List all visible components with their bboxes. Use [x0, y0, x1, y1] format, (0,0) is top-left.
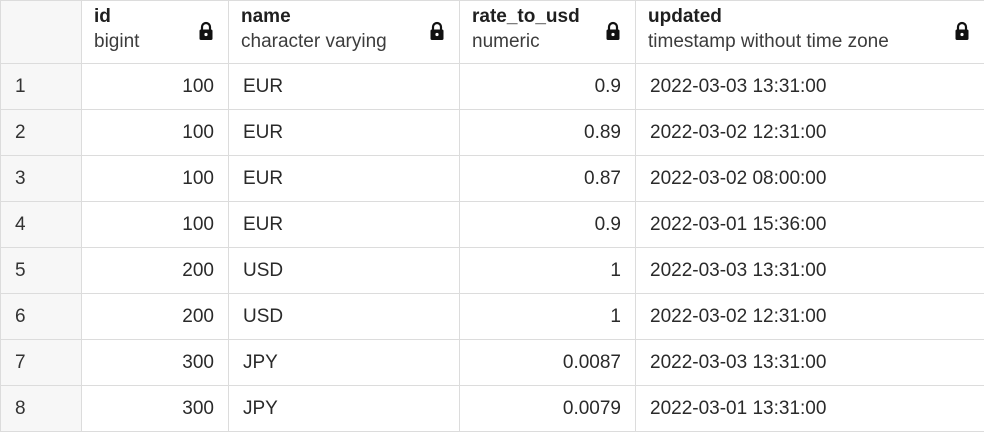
cell-id[interactable]: 100 — [82, 202, 229, 248]
cell-name[interactable]: EUR — [229, 202, 460, 248]
cell-updated[interactable]: 2022-03-03 13:31:00 — [636, 340, 984, 386]
table-row[interactable]: 5 200 USD 1 2022-03-03 13:31:00 — [1, 248, 984, 294]
column-type: numeric — [472, 29, 595, 55]
cell-name[interactable]: JPY — [229, 386, 460, 432]
row-number[interactable]: 4 — [1, 202, 82, 248]
column-name: rate_to_usd — [472, 5, 595, 29]
cell-updated[interactable]: 2022-03-02 08:00:00 — [636, 156, 984, 202]
cell-rate-to-usd[interactable]: 0.9 — [460, 202, 636, 248]
cell-updated[interactable]: 2022-03-01 15:36:00 — [636, 202, 984, 248]
lock-icon — [605, 21, 621, 41]
column-name: updated — [648, 5, 944, 29]
row-number[interactable]: 5 — [1, 248, 82, 294]
cell-id[interactable]: 200 — [82, 294, 229, 340]
cell-name[interactable]: EUR — [229, 64, 460, 110]
row-number[interactable]: 1 — [1, 64, 82, 110]
column-header-rate-to-usd[interactable]: rate_to_usd numeric — [460, 1, 636, 64]
cell-id[interactable]: 100 — [82, 64, 229, 110]
column-type: timestamp without time zone — [648, 29, 944, 55]
row-number[interactable]: 7 — [1, 340, 82, 386]
column-header-name[interactable]: name character varying — [229, 1, 460, 64]
table-row[interactable]: 8 300 JPY 0.0079 2022-03-01 13:31:00 — [1, 386, 984, 432]
cell-rate-to-usd[interactable]: 0.89 — [460, 110, 636, 156]
cell-id[interactable]: 100 — [82, 110, 229, 156]
table-row[interactable]: 7 300 JPY 0.0087 2022-03-03 13:31:00 — [1, 340, 984, 386]
cell-rate-to-usd[interactable]: 1 — [460, 294, 636, 340]
table-row[interactable]: 6 200 USD 1 2022-03-02 12:31:00 — [1, 294, 984, 340]
table-row[interactable]: 4 100 EUR 0.9 2022-03-01 15:36:00 — [1, 202, 984, 248]
row-number[interactable]: 8 — [1, 386, 82, 432]
cell-id[interactable]: 300 — [82, 340, 229, 386]
cell-name[interactable]: EUR — [229, 110, 460, 156]
cell-updated[interactable]: 2022-03-03 13:31:00 — [636, 248, 984, 294]
lock-icon — [198, 21, 214, 41]
lock-icon — [429, 21, 445, 41]
cell-rate-to-usd[interactable]: 0.9 — [460, 64, 636, 110]
column-name: id — [94, 5, 188, 29]
cell-rate-to-usd[interactable]: 1 — [460, 248, 636, 294]
table-row[interactable]: 3 100 EUR 0.87 2022-03-02 08:00:00 — [1, 156, 984, 202]
cell-rate-to-usd[interactable]: 0.0087 — [460, 340, 636, 386]
cell-id[interactable]: 100 — [82, 156, 229, 202]
column-type: bigint — [94, 29, 188, 55]
cell-rate-to-usd[interactable]: 0.87 — [460, 156, 636, 202]
row-number[interactable]: 3 — [1, 156, 82, 202]
column-type: character varying — [241, 29, 419, 55]
cell-updated[interactable]: 2022-03-02 12:31:00 — [636, 110, 984, 156]
row-number[interactable]: 6 — [1, 294, 82, 340]
cell-name[interactable]: USD — [229, 294, 460, 340]
column-header-updated[interactable]: updated timestamp without time zone — [636, 1, 984, 64]
cell-name[interactable]: USD — [229, 248, 460, 294]
cell-updated[interactable]: 2022-03-01 13:31:00 — [636, 386, 984, 432]
cell-updated[interactable]: 2022-03-03 13:31:00 — [636, 64, 984, 110]
cell-name[interactable]: JPY — [229, 340, 460, 386]
cell-name[interactable]: EUR — [229, 156, 460, 202]
column-name: name — [241, 5, 419, 29]
table-row[interactable]: 2 100 EUR 0.89 2022-03-02 12:31:00 — [1, 110, 984, 156]
lock-icon — [954, 21, 970, 41]
select-all-corner[interactable] — [1, 1, 82, 64]
cell-rate-to-usd[interactable]: 0.0079 — [460, 386, 636, 432]
cell-updated[interactable]: 2022-03-02 12:31:00 — [636, 294, 984, 340]
cell-id[interactable]: 200 — [82, 248, 229, 294]
table-row[interactable]: 1 100 EUR 0.9 2022-03-03 13:31:00 — [1, 64, 984, 110]
header-row: id bigint name character varying — [1, 1, 984, 64]
cell-id[interactable]: 300 — [82, 386, 229, 432]
row-number[interactable]: 2 — [1, 110, 82, 156]
column-header-id[interactable]: id bigint — [82, 1, 229, 64]
